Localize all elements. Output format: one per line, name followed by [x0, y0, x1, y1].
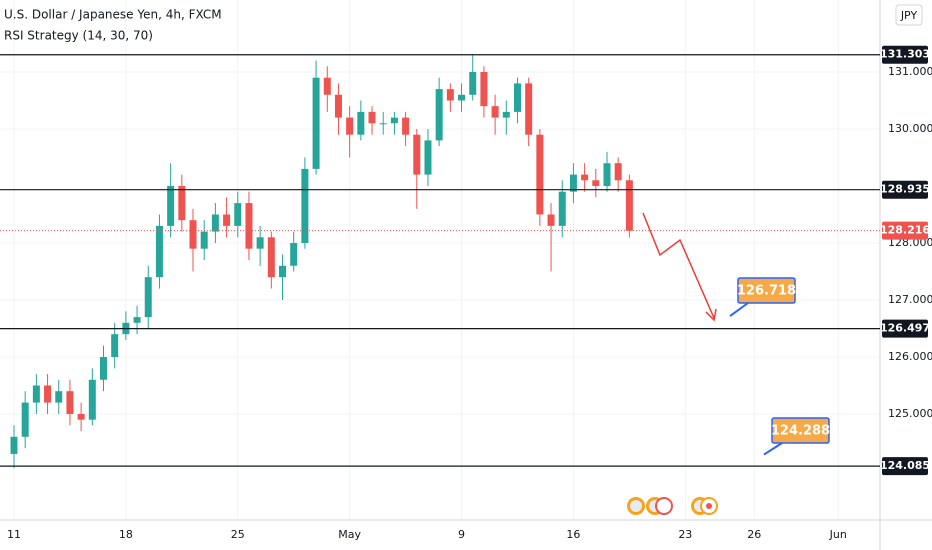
x-tick-label: May	[338, 528, 361, 541]
callout-pointer	[729, 302, 749, 317]
candle-body	[346, 117, 354, 135]
candle-body	[491, 106, 499, 118]
event-icon	[655, 497, 673, 515]
callout-label: 124.288	[771, 424, 830, 439]
indicator-label: RSI Strategy (14, 30, 70)	[4, 29, 153, 43]
candle-body	[614, 163, 622, 181]
y-tick-label: 126.000	[888, 350, 932, 363]
y-tick-label: 125.000	[888, 407, 932, 420]
level-tag	[882, 180, 928, 199]
candle-body	[77, 413, 85, 420]
candle-body	[44, 385, 52, 403]
candle-body	[301, 168, 309, 243]
last-price-label: 128.216	[880, 224, 930, 237]
candle-body	[558, 191, 566, 226]
candle-body	[55, 391, 63, 403]
candle-body	[200, 231, 208, 249]
candle-body	[267, 237, 275, 278]
callout-box	[737, 277, 796, 304]
candle-body	[133, 317, 141, 323]
candle-body	[469, 71, 477, 95]
candle-body	[334, 94, 342, 118]
candle-body	[513, 83, 521, 112]
candle-body	[446, 89, 454, 101]
x-tick-label: Jun	[829, 528, 847, 541]
event-icon-inner	[630, 500, 642, 512]
candle-body	[178, 185, 186, 221]
y-tick-label: 127.000	[888, 293, 932, 306]
candle-body	[256, 237, 264, 249]
candle-body	[435, 89, 443, 141]
candle-body	[502, 111, 510, 118]
candle-body	[424, 140, 432, 175]
callout-box	[771, 417, 830, 444]
x-tick-label: 11	[7, 528, 21, 541]
chart-title: U.S. Dollar / Japanese Yen, 4h, FXCM	[4, 8, 222, 22]
candle-body	[223, 214, 231, 226]
event-icons	[627, 497, 718, 515]
candle-body	[592, 180, 600, 186]
candle-body	[111, 334, 119, 357]
candle-body	[625, 180, 633, 231]
forecast-arrow	[642, 212, 715, 319]
candle-body	[312, 77, 320, 169]
x-tick-label: 23	[678, 528, 692, 541]
candle-body	[279, 265, 287, 278]
x-tick-label: 16	[566, 528, 580, 541]
candle-body	[155, 225, 163, 278]
x-tick-label: 25	[231, 528, 245, 541]
y-tick-label: 131.000	[888, 65, 932, 78]
candle-body	[99, 356, 107, 380]
level-tag-label: 126.497	[880, 322, 930, 335]
candle-body	[480, 71, 488, 107]
x-tick-label: 18	[119, 528, 133, 541]
candle-body	[458, 94, 466, 101]
candle-body	[402, 117, 410, 135]
callout-pointer	[763, 442, 783, 456]
x-tick-label: 9	[458, 528, 465, 541]
level-tag	[882, 45, 928, 64]
candle-body	[547, 214, 555, 226]
candle-body	[211, 214, 219, 232]
candle-body	[32, 385, 40, 403]
candle-body	[368, 111, 376, 124]
callout-label: 126.718	[737, 284, 796, 299]
candle-body	[21, 402, 29, 437]
candle-body	[66, 391, 74, 414]
candle-body	[525, 83, 533, 135]
currency-button[interactable]	[895, 4, 923, 26]
candle-body	[413, 134, 421, 175]
candle-body	[245, 203, 253, 249]
level-tag-label: 124.085	[880, 459, 930, 472]
candle-body	[167, 185, 175, 226]
candle-body	[10, 436, 18, 454]
arrow-head	[705, 308, 717, 322]
level-tag-label: 128.935	[880, 183, 930, 196]
candle-body	[603, 163, 611, 186]
level-tag	[882, 319, 928, 338]
last-price-tag	[882, 221, 928, 240]
candle-body	[323, 77, 331, 95]
candle-body	[581, 174, 589, 181]
event-icon-dot	[706, 503, 712, 509]
candle-body	[569, 174, 577, 192]
candle-body	[290, 242, 298, 266]
candle-body	[379, 123, 387, 125]
level-tag	[882, 457, 928, 476]
candle-body	[234, 203, 242, 226]
currency-label: JPY	[900, 9, 918, 22]
x-tick-label: 26	[747, 528, 761, 541]
level-tag-label: 131.303	[880, 48, 930, 61]
y-tick-label: 130.000	[888, 122, 932, 135]
candle-body	[88, 379, 96, 420]
candle-body	[144, 277, 152, 318]
candle-body	[357, 111, 365, 135]
plot-area	[10, 54, 633, 469]
candle-body	[189, 220, 197, 249]
candle-body	[390, 117, 398, 124]
candle-body	[536, 134, 544, 215]
